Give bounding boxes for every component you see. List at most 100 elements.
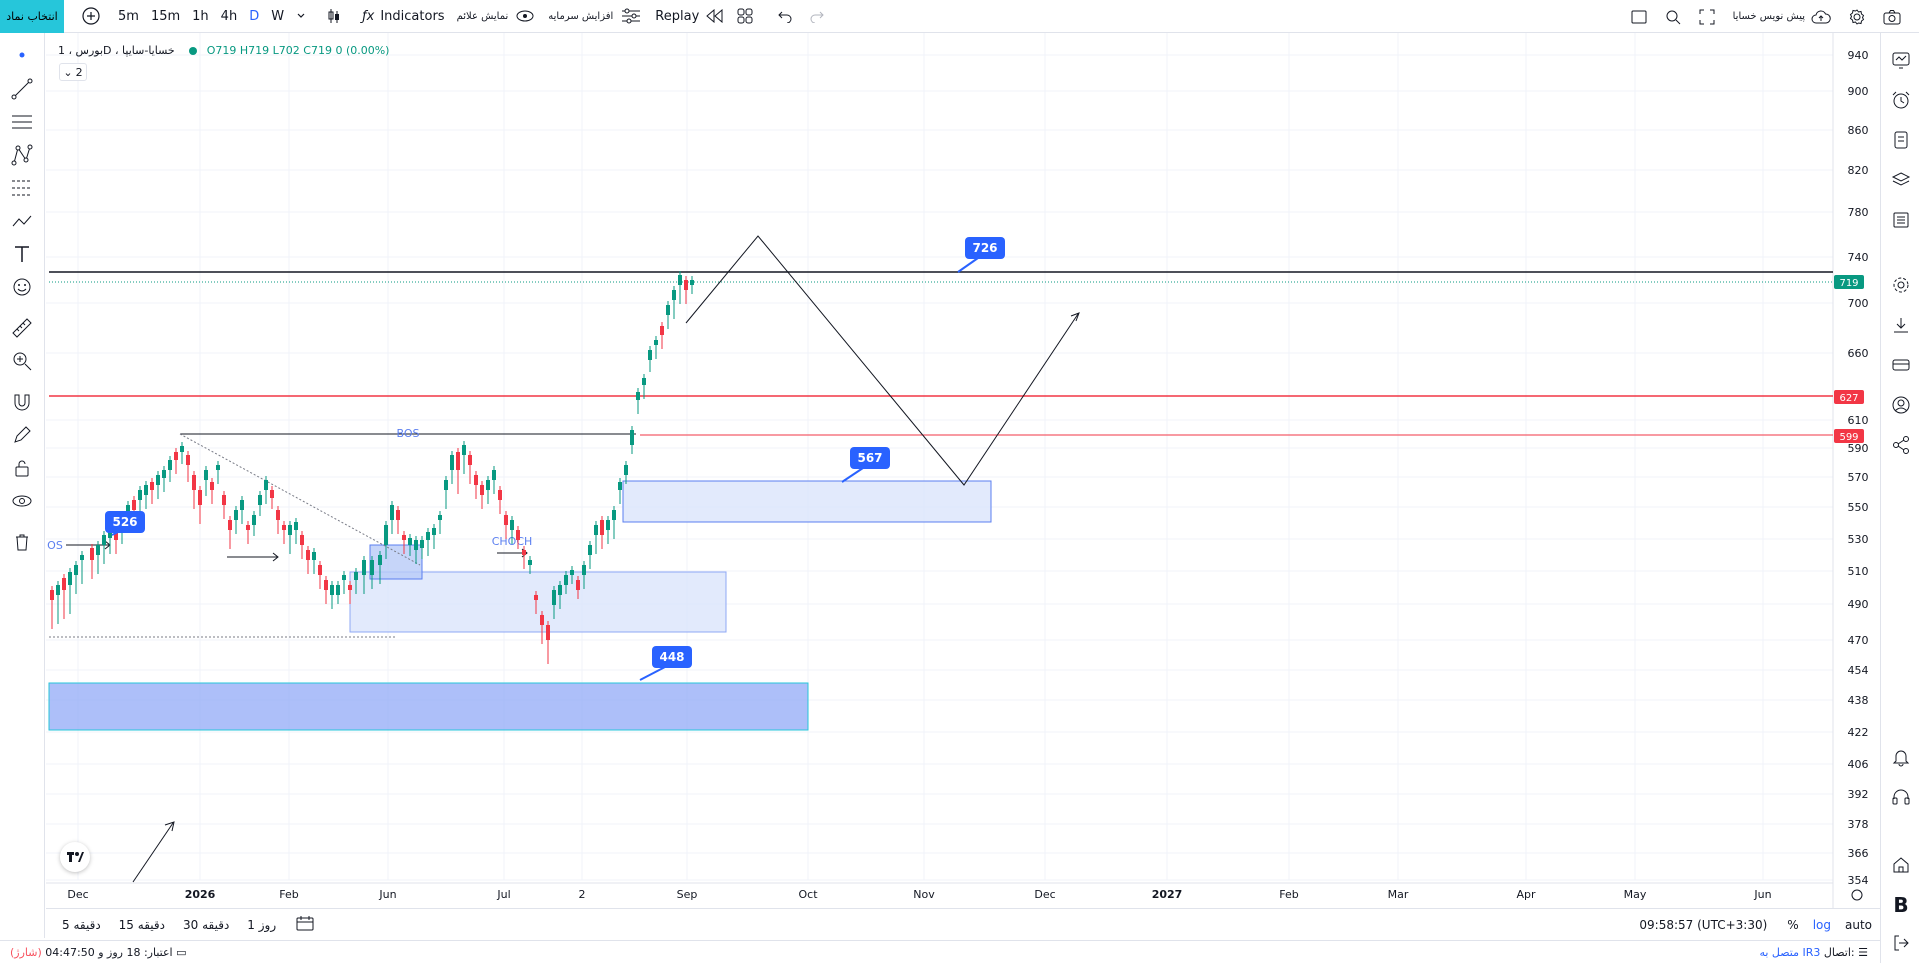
range-5min[interactable]: 5 دقیقه (62, 917, 101, 932)
clock-timezone[interactable]: 09:58:57 (UTC+3:30) (1639, 918, 1768, 932)
callout-bg (652, 646, 692, 668)
range-1day[interactable]: 1 روز (247, 917, 277, 932)
layers-icon[interactable] (1889, 168, 1913, 192)
show-signals-label: نمایش علائم (456, 10, 509, 22)
forecast-icon[interactable] (10, 209, 34, 233)
capital-increase-label: افزایش سرمایه (548, 10, 614, 22)
share-icon[interactable] (1889, 433, 1913, 457)
pattern-icon[interactable] (10, 143, 34, 167)
cursor-dot-icon[interactable] (10, 43, 34, 67)
candle-body (420, 540, 424, 548)
indicators-button[interactable]: ƒx Indicators (362, 9, 445, 24)
candle-body (474, 475, 478, 485)
trash-icon[interactable] (10, 530, 34, 554)
trend-line-icon[interactable] (10, 77, 34, 101)
interval-15m[interactable]: 15m (150, 8, 181, 24)
symbol-name[interactable]: بورس ، 1D ، خسایا-سایپا (58, 44, 175, 57)
add-symbol-icon[interactable] (82, 7, 100, 25)
card-icon[interactable] (1889, 353, 1913, 377)
eye-visibility-icon[interactable] (10, 489, 34, 513)
candle-body (370, 560, 374, 575)
zoom-in-icon[interactable] (10, 349, 34, 373)
credit-note[interactable]: (شارژ) (10, 945, 42, 959)
price-label-bg (1834, 429, 1864, 443)
news-list-icon[interactable] (1889, 208, 1913, 232)
annotation-label: BOS (397, 427, 420, 440)
price-tick-label: 700 (1848, 297, 1869, 310)
undo-icon[interactable] (777, 9, 793, 23)
home-icon[interactable] (1889, 853, 1913, 877)
callout-pointer (957, 257, 979, 273)
replay-button[interactable]: Replay (655, 9, 723, 24)
candles-icon[interactable] (326, 8, 342, 24)
magnet-icon[interactable] (10, 390, 34, 414)
horizontal-lines-icon[interactable] (10, 110, 34, 134)
settings-gear-icon[interactable] (1849, 8, 1865, 25)
watchlist-icon[interactable] (1889, 48, 1913, 72)
price-tick-label: 366 (1848, 847, 1869, 860)
axis-settings-icon (1851, 889, 1863, 901)
fib-icon[interactable] (10, 176, 34, 200)
user-profile-icon[interactable] (1889, 393, 1913, 417)
interval-1h[interactable]: 1h (192, 8, 209, 24)
indicator-count: 2 (75, 65, 83, 79)
capital-increase-button[interactable]: افزایش سرمایه (548, 8, 641, 24)
chevron-down-icon[interactable] (296, 11, 306, 21)
lock-icon[interactable] (10, 456, 34, 480)
connection-status: متصل به IR3 اتصال: ☰ (1759, 946, 1868, 959)
rewind-icon (706, 9, 723, 23)
price-tick-label: 438 (1848, 694, 1869, 707)
download-icon[interactable] (1889, 313, 1913, 337)
camera-icon[interactable] (1883, 9, 1901, 25)
candle-body (324, 580, 328, 590)
auto-toggle[interactable]: auto (1844, 918, 1872, 932)
settings-icon[interactable] (1889, 273, 1913, 297)
notes-icon[interactable] (1889, 128, 1913, 152)
layout-grid-icon[interactable] (737, 8, 753, 24)
time-tick-label: Sep (677, 888, 698, 901)
candle-body (114, 530, 118, 540)
lock-pencil-icon[interactable] (10, 423, 34, 447)
ruler-icon[interactable] (10, 316, 34, 340)
redo-icon[interactable] (809, 9, 825, 23)
broker-b-icon[interactable]: B (1893, 893, 1909, 917)
candle-body (510, 520, 514, 530)
credit-text: اعتبار: 18 روز و 04:47:50 (45, 945, 173, 959)
interval-w[interactable]: W (271, 8, 285, 24)
show-signals-button[interactable]: نمایش علائم (457, 10, 535, 22)
candle-body (480, 485, 484, 495)
expand-icon[interactable] (1699, 9, 1715, 25)
interval-5m[interactable]: 5m (118, 8, 139, 24)
fullscreen-frame-icon[interactable] (1631, 10, 1647, 24)
range-30min[interactable]: 30 دقیقه (182, 917, 230, 932)
notification-bell-icon[interactable] (1889, 745, 1913, 769)
candle-body (258, 495, 262, 505)
date-range-icon[interactable] (296, 915, 314, 934)
candle-body (462, 445, 466, 455)
interval-4h[interactable]: 4h (220, 8, 238, 24)
percent-toggle[interactable]: % (1787, 918, 1799, 932)
candle-body (564, 575, 568, 585)
interval-d[interactable]: D (249, 8, 260, 24)
alarm-clock-icon[interactable] (1889, 88, 1913, 112)
candle-body (660, 326, 664, 335)
exit-icon[interactable] (1889, 931, 1913, 955)
emoji-icon[interactable] (10, 275, 34, 299)
presale-button[interactable]: پیش نویس خسایا (1732, 9, 1831, 24)
text-icon[interactable] (10, 242, 34, 266)
candle-body (318, 565, 322, 575)
candle-body (444, 480, 448, 490)
price-tick-label: 406 (1848, 758, 1869, 771)
sliders-icon (622, 8, 641, 24)
headset-support-icon[interactable] (1889, 785, 1913, 809)
symbol-search-button[interactable]: انتخاب نماد (0, 0, 64, 33)
tradingview-logo[interactable] (60, 842, 90, 872)
range-15min[interactable]: 15 دقیقه (118, 917, 165, 932)
server-icon: ☰ (1858, 945, 1868, 959)
market-status-dot (188, 46, 197, 55)
log-toggle[interactable]: log (1812, 918, 1831, 932)
legend-collapse-button[interactable]: ⌄ 2 (59, 63, 87, 81)
presale-label: پیش نویس خسایا (1732, 11, 1805, 22)
search-zoom-icon[interactable] (1665, 9, 1681, 25)
